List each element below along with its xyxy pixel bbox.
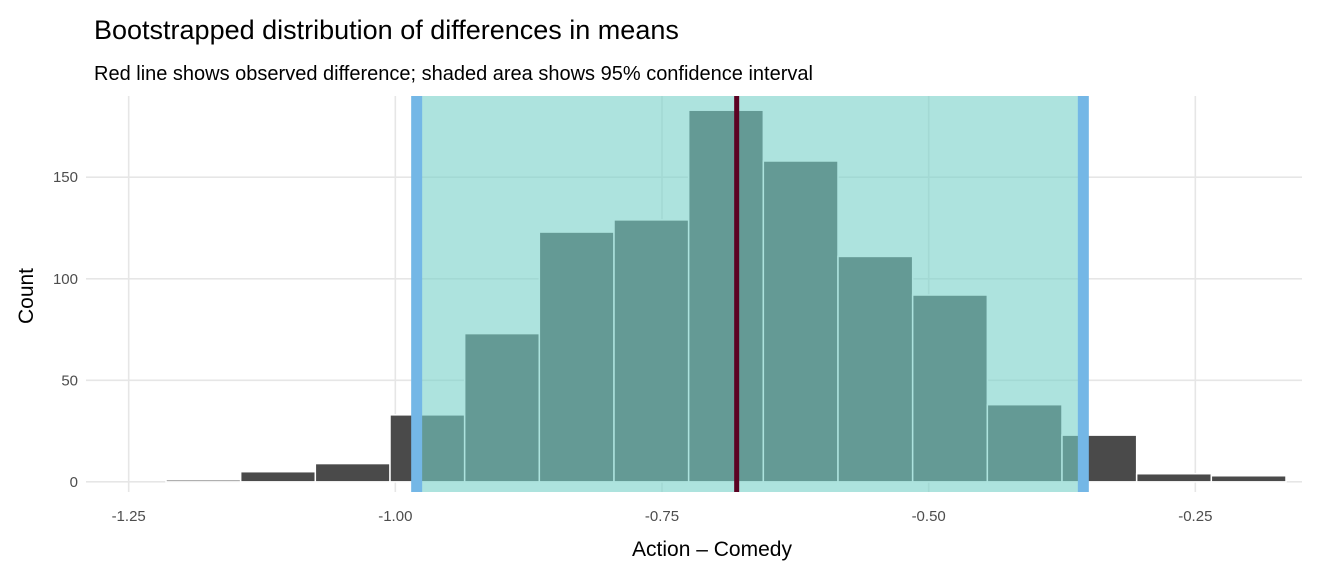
y-tick-label: 150 [53,169,78,186]
histogram-bar [1135,472,1213,483]
confidence-interval-band [416,96,1084,492]
x-tick-label: -0.25 [1178,508,1212,525]
x-tick-label: -1.25 [112,508,146,525]
x-tick-label: -0.50 [912,508,946,525]
histogram-bar [314,462,391,483]
x-axis-title: Action – Comedy [632,538,792,561]
interval-overlay [411,96,1089,492]
axis-ticks: -1.25 -1.00 -0.75 -0.50 -0.25 0 50 100 150 [53,169,1212,525]
x-tick-label: -0.75 [645,508,679,525]
x-tick-label: -1.00 [378,508,412,525]
y-tick-label: 100 [53,271,78,288]
y-tick-label: 50 [61,372,78,389]
histogram-bar [165,479,242,483]
histogram-bar [1210,475,1287,483]
histogram-bar [239,470,317,483]
chart-subtitle: Red line shows observed difference; shad… [94,63,813,85]
y-axis-title: Count [15,268,38,324]
chart-title: Bootstrapped distribution of differences… [94,15,679,45]
y-tick-label: 0 [70,474,78,491]
